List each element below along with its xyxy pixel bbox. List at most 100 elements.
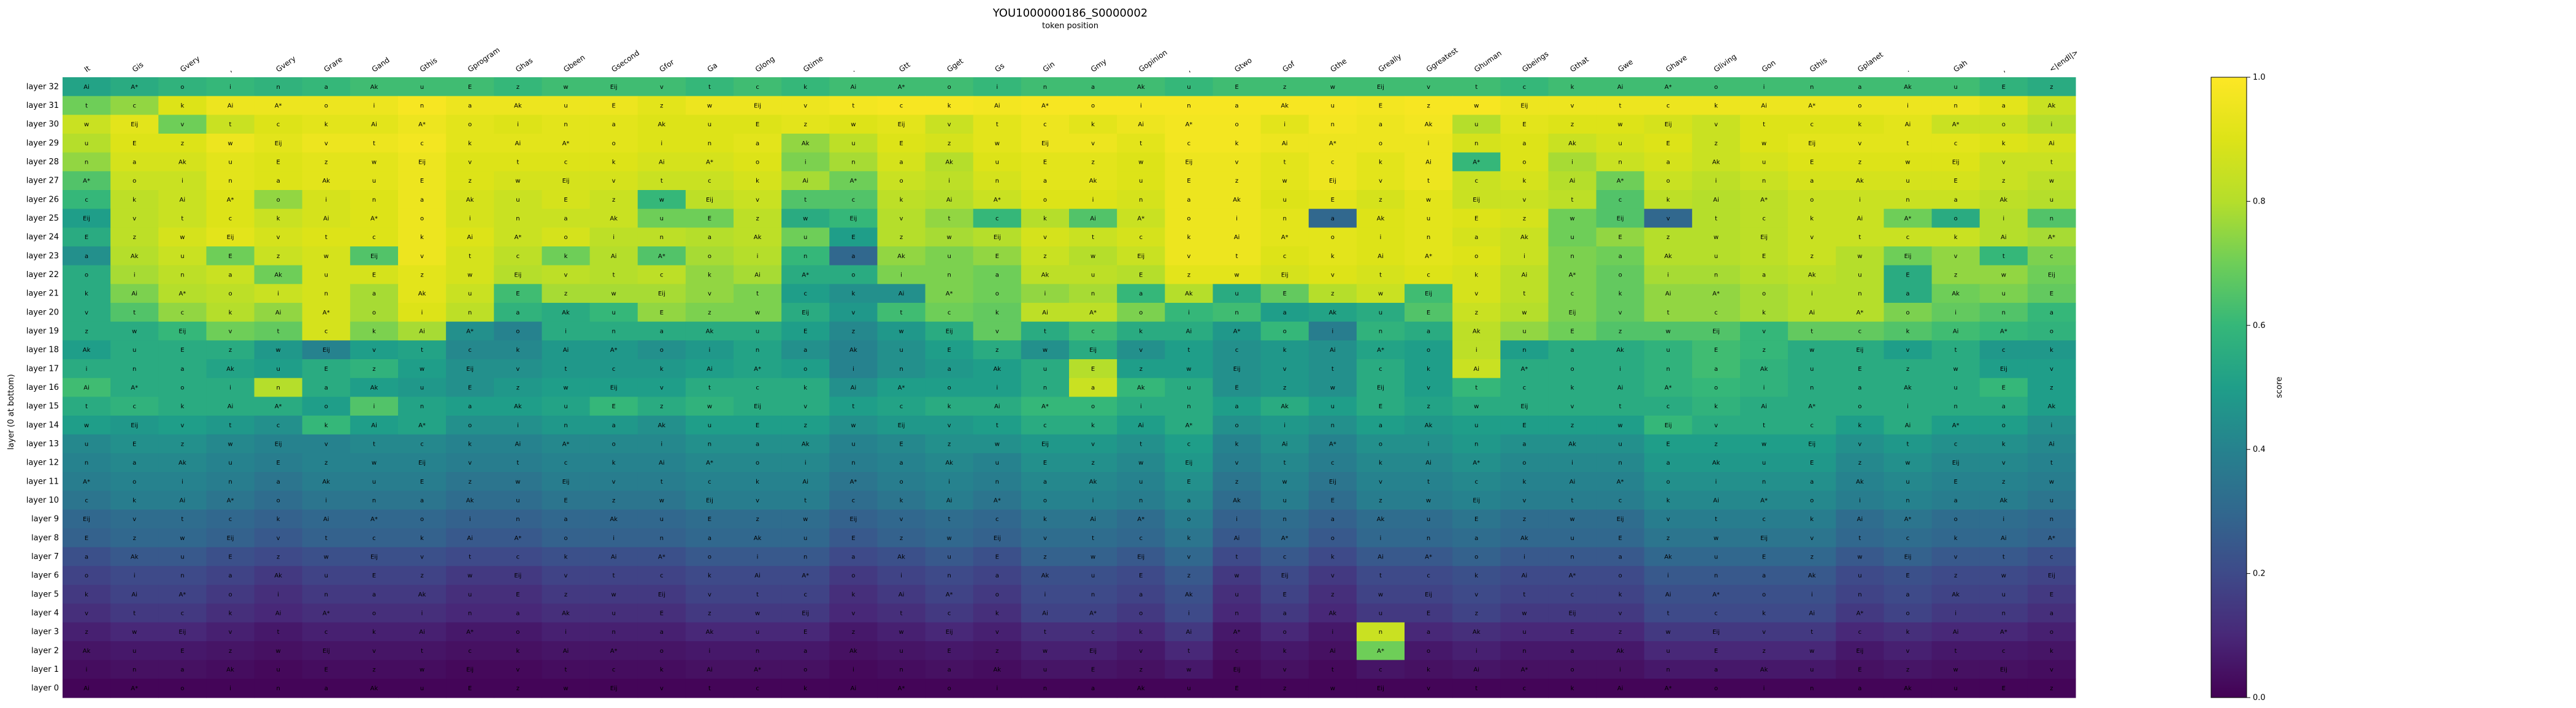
- heatmap-cell: [781, 378, 830, 397]
- heatmap-cell: [877, 509, 926, 529]
- heatmap-cell-label: i: [1715, 479, 1717, 485]
- heatmap-cell: [1979, 303, 2028, 322]
- heatmap-cell-label: w: [2001, 573, 2006, 579]
- heatmap-cell-label: t: [1715, 216, 1717, 223]
- heatmap-cell: [925, 77, 974, 97]
- heatmap-cell-label: w: [1091, 554, 1095, 561]
- heatmap-cell: [1884, 340, 1933, 360]
- heatmap-cell-label: k: [1666, 498, 1670, 504]
- heatmap-cell-label: Ak: [1616, 347, 1624, 354]
- heatmap-cell: [1165, 115, 1214, 134]
- heatmap-cell-label: E: [372, 573, 376, 579]
- heatmap-cell: [1405, 303, 1453, 322]
- heatmap-cell-label: w: [1043, 347, 1048, 354]
- heatmap-cell: [1548, 303, 1597, 322]
- heatmap-cell: [63, 416, 111, 435]
- heatmap-cell: [973, 547, 1022, 566]
- heatmap-cell: [158, 641, 207, 661]
- heatmap-cell: [637, 246, 686, 266]
- heatmap-cell: [973, 152, 1022, 172]
- heatmap-cell-label: c: [1571, 291, 1574, 297]
- heatmap-cell-label: Eij: [898, 422, 905, 429]
- heatmap-cell-label: u: [1474, 121, 1478, 128]
- heatmap-cell-label: Ak: [849, 648, 857, 655]
- heatmap-cell: [1884, 134, 1933, 153]
- heatmap-cell: [973, 246, 1022, 266]
- heatmap-cell-label: i: [661, 140, 662, 147]
- heatmap-cell: [1596, 284, 1645, 303]
- heatmap-cell-label: Ak: [1377, 216, 1385, 223]
- heatmap-cell: [685, 134, 734, 153]
- heatmap-cell: [1405, 660, 1453, 679]
- heatmap-cell: [829, 416, 878, 435]
- heatmap-cell-label: o: [420, 216, 424, 223]
- heatmap-cell-label: n: [1714, 272, 1718, 279]
- heatmap-cell: [1884, 490, 1933, 510]
- heatmap-cell: [1931, 378, 1980, 397]
- heatmap-cell: [1308, 171, 1357, 191]
- heatmap-cell-label: Ak: [418, 592, 426, 598]
- heatmap-cell-label: Ai: [2049, 140, 2055, 147]
- heatmap-cell: [685, 265, 734, 284]
- heatmap-cell-label: c: [1906, 535, 1910, 542]
- heatmap-cell-label: Eij: [1712, 629, 1720, 636]
- heatmap-cell: [1356, 246, 1405, 266]
- heatmap-cell-label: o: [1714, 84, 1718, 91]
- heatmap-cell: [1548, 171, 1597, 191]
- heatmap-cell: [685, 227, 734, 247]
- heatmap-cell-label: a: [1331, 216, 1335, 223]
- heatmap-cell: [1356, 660, 1405, 679]
- heatmap-cell-label: E: [611, 103, 615, 110]
- heatmap-cell: [1069, 190, 1117, 210]
- heatmap-cell: [350, 603, 399, 623]
- heatmap-cell: [1548, 397, 1597, 416]
- heatmap-cell-label: w: [707, 403, 712, 410]
- heatmap-cell: [302, 660, 351, 679]
- heatmap-cell-label: c: [564, 460, 568, 466]
- heatmap-cell-label: w: [324, 554, 329, 561]
- heatmap-cell: [1117, 641, 1165, 661]
- heatmap-cell-label: Ai: [180, 498, 186, 504]
- heatmap-cell-label: i: [229, 685, 231, 692]
- heatmap-cell-label: Eij: [275, 140, 282, 147]
- heatmap-cell: [589, 547, 638, 566]
- heatmap-cell-label: Ai: [659, 460, 665, 466]
- heatmap-cell-label: k: [277, 516, 280, 523]
- heatmap-cell-label: u: [1810, 667, 1814, 674]
- heatmap-cell: [494, 509, 543, 529]
- heatmap-cell: [1069, 641, 1117, 661]
- heatmap-cell: [1788, 77, 1836, 97]
- heatmap-cell-label: n: [276, 385, 280, 392]
- heatmap-cell: [63, 340, 111, 360]
- heatmap-cell-label: a: [324, 84, 328, 91]
- heatmap-cell: [1884, 190, 1933, 210]
- heatmap-cell-label: A*: [1569, 573, 1576, 579]
- heatmap-cell-label: o: [1762, 592, 1766, 598]
- heatmap-cell-label: i: [948, 479, 950, 485]
- x-tick-label: Gthe: [1328, 56, 1348, 74]
- heatmap-cell: [398, 265, 447, 284]
- heatmap-cell-label: v: [1810, 234, 1814, 241]
- heatmap-cell-label: i: [1476, 648, 1478, 655]
- heatmap-cell: [63, 227, 111, 247]
- heatmap-cell: [542, 171, 591, 191]
- heatmap-cell-label: n: [1474, 140, 1478, 147]
- heatmap-cell: [925, 509, 974, 529]
- heatmap-cell-label: v: [420, 554, 424, 561]
- heatmap-cell-label: Eij: [1425, 291, 1432, 297]
- y-tick-label: layer 24: [26, 233, 59, 242]
- heatmap-cell: [589, 190, 638, 210]
- heatmap-cell-label: n: [995, 479, 999, 485]
- heatmap-cell-label: k: [1139, 629, 1143, 636]
- heatmap-cell: [829, 472, 878, 492]
- heatmap-cell-label: n: [851, 159, 855, 166]
- heatmap-cell-label: z: [420, 272, 423, 279]
- heatmap-cell-label: k: [995, 310, 999, 316]
- heatmap-cell-label: w: [1426, 197, 1431, 204]
- heatmap-cell: [110, 359, 159, 379]
- heatmap-cell-label: Eij: [83, 216, 90, 223]
- heatmap-cell: [1260, 679, 1309, 698]
- heatmap-cell: [781, 171, 830, 191]
- heatmap-cell-label: z: [1283, 385, 1286, 392]
- heatmap-cell-label: u: [324, 573, 328, 579]
